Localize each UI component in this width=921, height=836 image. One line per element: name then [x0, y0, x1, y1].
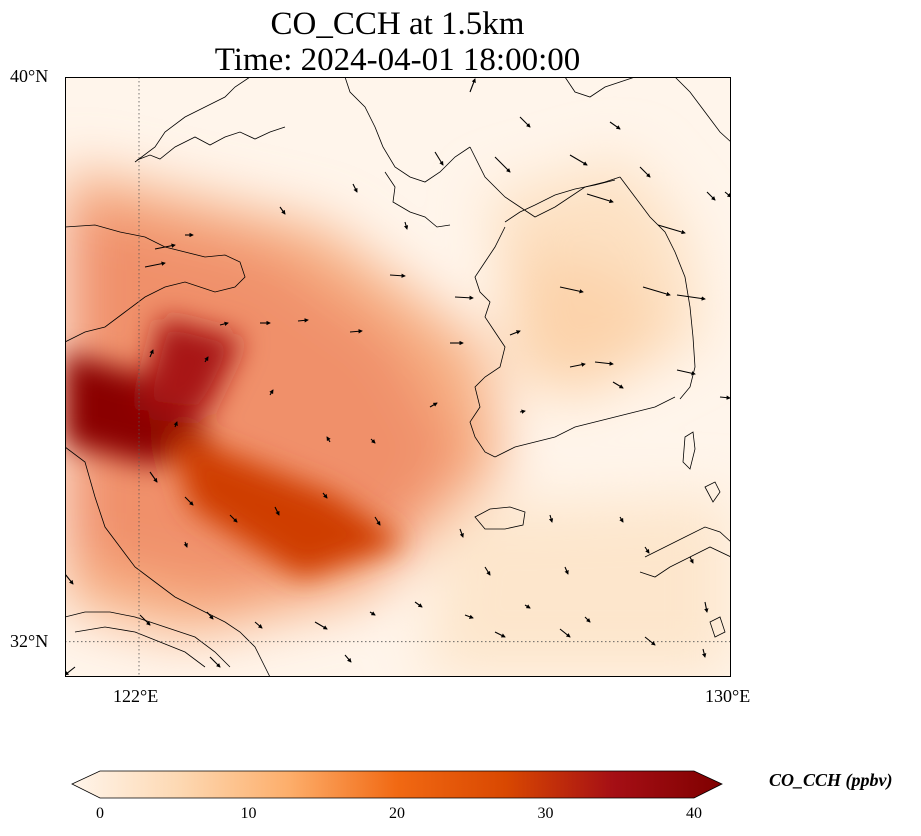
wind-arrow	[676, 369, 696, 376]
wind-arrow	[204, 356, 209, 363]
wind-arrow	[609, 121, 621, 130]
wind-arrow	[564, 566, 569, 575]
colorbar-tick-label: 0	[96, 805, 104, 822]
co-plume	[65, 317, 406, 579]
wind-arrow	[644, 546, 650, 554]
wind-arrow	[149, 471, 158, 483]
wind-arrow	[414, 601, 423, 608]
wind-arrow	[229, 514, 238, 523]
wind-arrow	[689, 556, 694, 564]
wind-arrow	[352, 183, 358, 193]
lat-label: 32°N	[10, 630, 49, 651]
wind-arrow	[459, 528, 464, 538]
wind-arrow	[139, 614, 151, 626]
wind-arrow	[494, 156, 511, 173]
wind-arrow	[370, 438, 376, 444]
colorbar-tick-label: 20	[389, 805, 405, 822]
wind-arrow	[569, 154, 588, 166]
map-frame	[65, 77, 731, 677]
wind-arrow	[559, 286, 584, 294]
gridlines	[65, 77, 731, 677]
wind-arrow	[254, 621, 263, 629]
wind-arrow	[569, 362, 586, 368]
wind-arrow	[639, 166, 651, 178]
wind-arrow	[154, 243, 176, 250]
wind-arrow	[349, 329, 363, 334]
wind-arrow	[619, 516, 624, 523]
wind-arrow	[519, 409, 526, 414]
wind-arrow	[183, 541, 188, 548]
colorbar-bar	[71, 770, 723, 799]
colorbar-tick-label: 40	[686, 805, 702, 822]
wind-arrow	[524, 604, 531, 609]
colorbar	[71, 770, 723, 799]
wind-arrow	[584, 616, 591, 623]
wind-arrow	[403, 221, 409, 230]
wind-arrow	[642, 286, 671, 297]
wind-arrow	[484, 566, 491, 576]
wind-arrow	[719, 395, 731, 400]
lon-label: 130°E	[705, 686, 751, 706]
wind-arrow	[612, 381, 624, 389]
wind-arrow	[519, 116, 531, 128]
wind-arrow	[219, 321, 229, 326]
wind-arrow	[559, 628, 571, 638]
colorbar-tick-label: 10	[240, 805, 257, 822]
wind-arrow	[469, 78, 476, 93]
map-title: CO_CCH at 1.5km	[270, 6, 525, 42]
wind-arrow	[644, 636, 656, 646]
wind-arrow	[374, 516, 381, 526]
wind-arrow	[206, 611, 214, 620]
wind-arrow	[704, 601, 709, 613]
map-border	[65, 77, 731, 677]
map-canvas	[65, 77, 731, 677]
wind-arrow	[209, 656, 221, 668]
wind-arrow	[149, 349, 154, 358]
wind-arrow	[314, 621, 328, 630]
wind-arrow	[586, 193, 614, 204]
wind-arrow	[173, 421, 178, 428]
wind-arrow	[65, 666, 76, 676]
wind-arrow	[326, 436, 331, 443]
wind-arrow	[509, 330, 521, 336]
wind-arrow	[297, 318, 309, 323]
wind-arrow	[464, 614, 474, 619]
wind-arrow	[389, 273, 406, 278]
coastlines	[65, 77, 731, 677]
wind-arrow	[144, 261, 166, 268]
wind-arrow	[594, 361, 614, 366]
map-subtitle-time: Time: 2024-04-01 18:00:00	[214, 42, 581, 78]
wind-arrow	[548, 514, 554, 523]
wind-arrow	[434, 151, 444, 166]
wind-arrow	[676, 294, 706, 301]
wind-vectors	[65, 78, 731, 676]
wind-arrow	[494, 631, 506, 638]
wind-arrow	[322, 492, 328, 499]
wind-arrow	[184, 496, 194, 506]
wind-arrow	[429, 402, 438, 408]
plume-north-arm	[139, 317, 243, 416]
wind-arrow	[65, 573, 74, 585]
lon-label: 122°E	[113, 686, 159, 706]
wind-arrow	[369, 611, 376, 616]
plume-east-arm	[168, 429, 406, 579]
wind-arrow	[344, 654, 352, 663]
wind-arrow	[274, 506, 280, 516]
colorbar-title: CO_CCH (ppbv)	[769, 770, 893, 790]
wind-arrow	[657, 224, 686, 235]
wind-arrow	[702, 648, 707, 658]
wind-arrow	[279, 206, 286, 215]
wind-arrow	[454, 295, 474, 301]
lat-label: 40°N	[10, 66, 49, 86]
colorbar-tick-label: 30	[537, 805, 554, 822]
wind-arrow	[706, 191, 716, 201]
wind-arrow	[269, 389, 274, 396]
